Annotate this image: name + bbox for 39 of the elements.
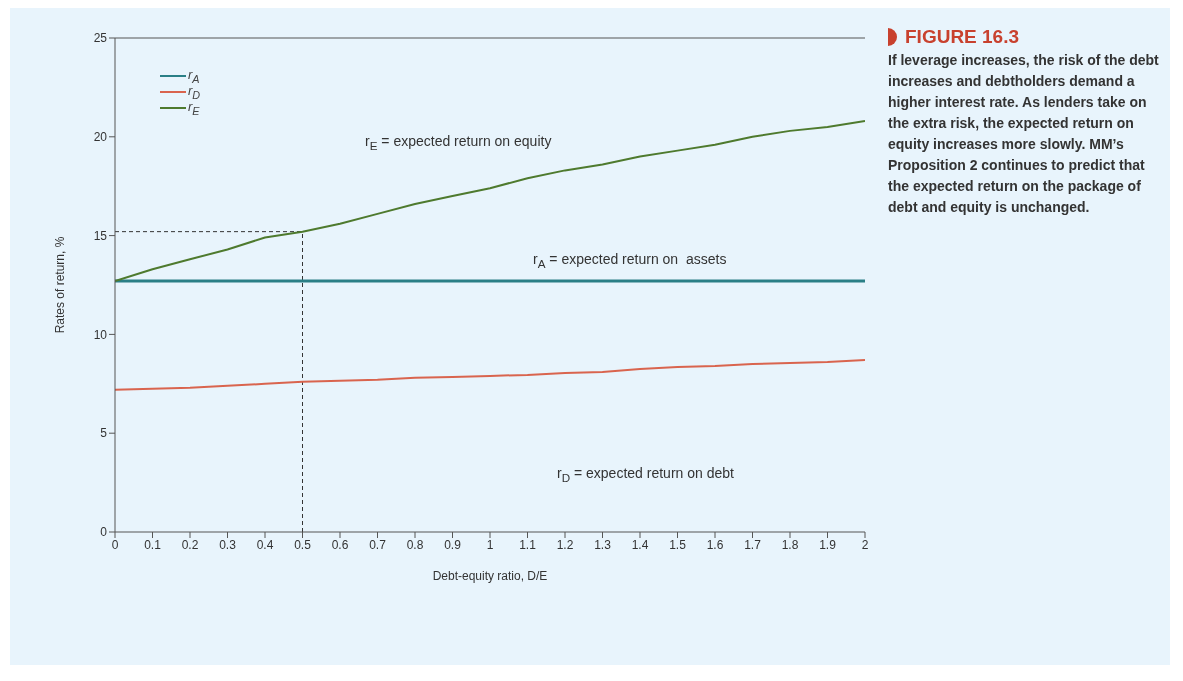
x-tick-label: 2	[861, 537, 869, 552]
legend-label: r$_{A}$	[188, 67, 200, 85]
x-tick-label: 0	[111, 537, 119, 552]
line-series	[115, 119, 865, 283]
legend-label: r$_{D}$	[188, 83, 201, 101]
y-tick-label: 5	[100, 426, 108, 441]
x-tick-label: 1.7	[744, 537, 762, 552]
x-tick-label: 1.4	[631, 537, 649, 552]
x-tick-label: 1.9	[819, 537, 837, 552]
x-tick-label: 0.3	[219, 537, 237, 552]
x-tick-label: 1.6	[706, 537, 724, 552]
x-axis-title: Debt-equity ratio, D/E	[432, 569, 548, 583]
x-tick-label: 1.1	[519, 537, 537, 552]
x-tick-label: 1.3	[594, 537, 612, 552]
x-tick-label: 0.7	[369, 537, 387, 552]
y-tick-label: 25	[93, 31, 108, 46]
annotation: r$_{E}$ = expected return on equity	[365, 133, 552, 152]
y-axis-title: Rates of return, %	[53, 236, 68, 334]
x-tick-label: 1.8	[781, 537, 799, 552]
annotation: r$_{A}$ = expected return on assets	[533, 251, 727, 270]
x-tick-label: 0.8	[406, 537, 424, 552]
x-tick-label: 0.6	[331, 537, 349, 552]
legend-label: r$_{E}$	[188, 99, 200, 117]
y-tick-label: 0	[100, 525, 108, 540]
text: If leverage increases, the risk of the debt increases and debtholders demand a higher interest rate. As lenders take on the extra risk, the expected return on equity increases more slowly. MM’s Proposition 2 continues to predict that the expected return on the package of debt and equity is unchanged.	[888, 51, 1160, 217]
y-tick-label: 15	[93, 228, 108, 243]
y-tick-label: 20	[93, 130, 108, 145]
x-tick-label: 1.5	[669, 537, 687, 552]
annotation: r$_{D}$ = expected return on debt	[557, 465, 734, 484]
y-tick-label: 10	[93, 327, 108, 342]
x-tick-label: 1	[486, 537, 494, 552]
x-tick-label: 0.4	[256, 537, 274, 552]
x-tick-label: 1.2	[556, 537, 574, 552]
x-tick-label: 0.9	[444, 537, 462, 552]
x-tick-label: 0.2	[181, 537, 199, 552]
line-series	[115, 359, 865, 391]
x-tick-label: 0.1	[144, 537, 162, 552]
x-tick-label: 0.5	[294, 537, 312, 552]
text: FIGURE 16.3	[905, 26, 1020, 48]
